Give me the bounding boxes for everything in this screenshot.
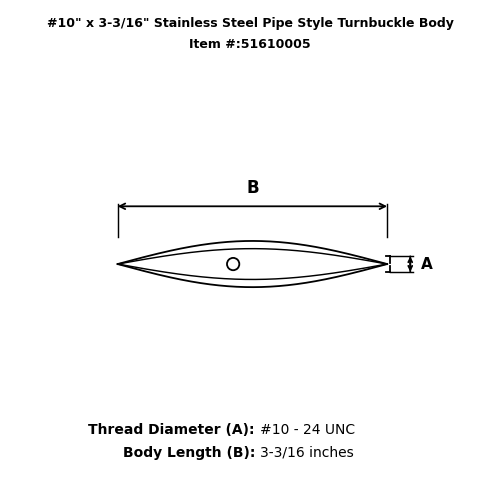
Text: Body Length (B):: Body Length (B): <box>122 446 255 460</box>
Text: #10 - 24 UNC: #10 - 24 UNC <box>260 422 355 436</box>
Text: Item #:51610005: Item #:51610005 <box>189 38 311 51</box>
Text: 3-3/16 inches: 3-3/16 inches <box>260 446 354 460</box>
Text: B: B <box>246 179 258 197</box>
Text: Thread Diameter (A):: Thread Diameter (A): <box>88 422 255 436</box>
Text: A: A <box>421 256 433 272</box>
Text: #10" x 3-3/16" Stainless Steel Pipe Style Turnbuckle Body: #10" x 3-3/16" Stainless Steel Pipe Styl… <box>46 18 454 30</box>
